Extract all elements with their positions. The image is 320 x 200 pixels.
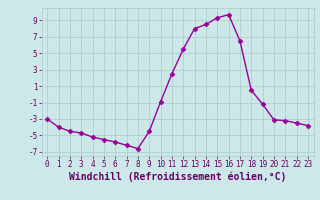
X-axis label: Windchill (Refroidissement éolien,°C): Windchill (Refroidissement éolien,°C)	[69, 172, 286, 182]
